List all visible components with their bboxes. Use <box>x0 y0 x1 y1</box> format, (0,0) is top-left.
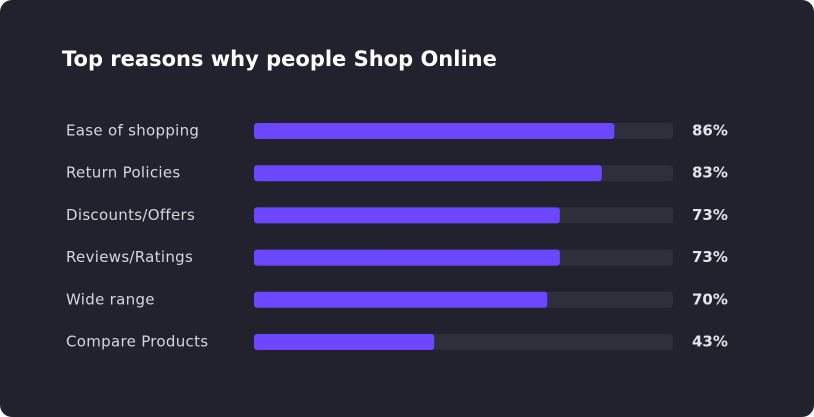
value-label: 73% <box>692 248 728 266</box>
bar <box>254 291 548 308</box>
bar <box>254 207 560 224</box>
bar <box>254 249 560 266</box>
bar <box>254 165 602 182</box>
value-label: 70% <box>692 290 728 308</box>
value-label: 86% <box>692 122 728 140</box>
category-label: Return Policies <box>66 164 181 182</box>
value-label: 43% <box>692 333 728 351</box>
value-label: 83% <box>692 164 728 182</box>
bar <box>254 334 435 350</box>
bar <box>254 123 615 139</box>
category-label: Compare Products <box>66 333 208 351</box>
category-label: Ease of shopping <box>66 122 199 140</box>
value-label: 73% <box>692 206 728 224</box>
category-label: Reviews/Ratings <box>66 248 193 266</box>
category-label: Wide range <box>66 290 155 308</box>
chart-title: Top reasons why people Shop Online <box>62 47 497 71</box>
category-label: Discounts/Offers <box>66 206 195 224</box>
